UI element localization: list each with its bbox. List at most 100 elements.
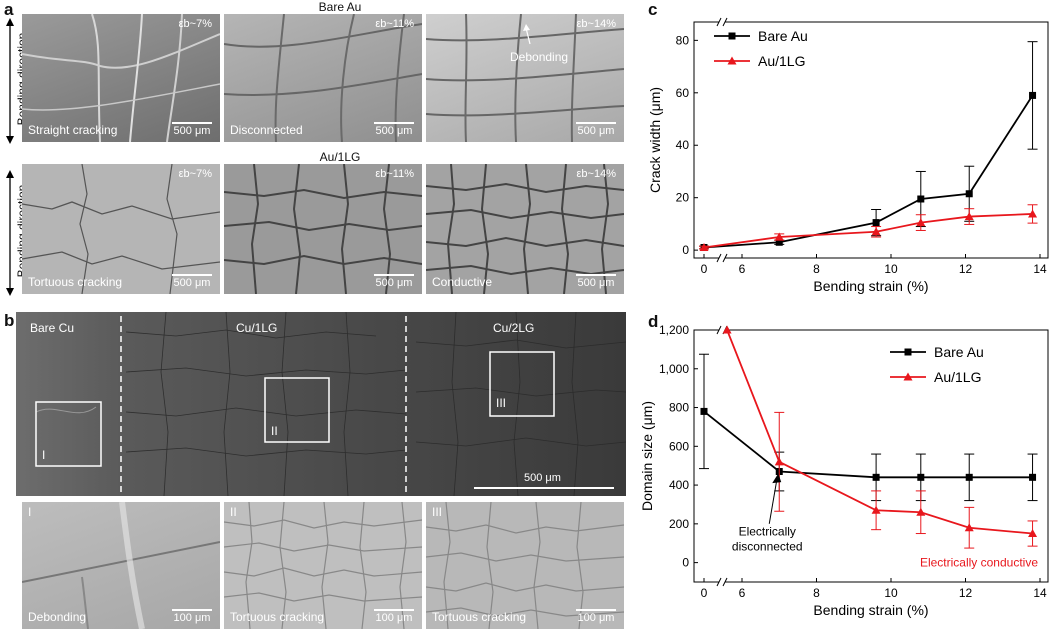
data-point-triangle xyxy=(722,325,732,334)
data-point-triangle xyxy=(699,243,709,252)
sem-inset-iii: III Tortuous cracking 100 μm xyxy=(426,502,624,629)
axis-break-mark xyxy=(722,17,728,27)
image-caption: Straight cracking xyxy=(28,123,118,137)
legend-marker-triangle xyxy=(903,372,913,381)
x-axis-label: Bending strain (%) xyxy=(813,602,928,618)
data-point-square xyxy=(872,219,880,227)
y-tick-label: 60 xyxy=(676,86,690,100)
sem-inset-i: I Debonding 100 μm xyxy=(22,502,220,629)
sem-image-au-1lg-14: εb~14% Conductive 500 μm xyxy=(426,164,624,294)
plot-frame xyxy=(693,329,1049,583)
y-tick-label: 200 xyxy=(669,517,689,531)
axis-break-mark xyxy=(716,17,722,27)
x-tick-label: 6 xyxy=(739,586,746,600)
sem-image-au-1lg-7: εb~7% Tortuous cracking 500 μm xyxy=(22,164,220,294)
panel-a-row1-title: Bare Au xyxy=(318,0,362,14)
axis-break-gap xyxy=(719,326,725,334)
data-point-triangle xyxy=(774,232,784,241)
legend-marker-triangle xyxy=(727,56,737,65)
scale-bar-label: 500 μm xyxy=(524,472,561,484)
data-point-square xyxy=(775,238,783,246)
x-tick-label: 12 xyxy=(959,586,973,600)
y-tick-label: 1,200 xyxy=(659,323,689,337)
scale-bar: 100 μm xyxy=(576,609,616,624)
strain-label: εb~11% xyxy=(375,18,414,30)
y-axis-label: Crack width (μm) xyxy=(647,87,663,193)
inset-caption: Tortuous cracking xyxy=(230,610,325,624)
chart-crack-width: 0 6 8 10 12 14 0 20 40 60 80 Bending strain (%) Crac… xyxy=(647,17,1049,294)
scale-bar: 100 μm xyxy=(172,609,212,624)
axis-break-mark xyxy=(722,577,728,587)
data-point-square xyxy=(872,473,880,481)
series-line-au-1lg xyxy=(726,330,1033,535)
y-tick-label: 600 xyxy=(669,439,689,453)
x-tick-label: 6 xyxy=(739,262,746,276)
data-point-triangle xyxy=(774,457,784,466)
data-point-triangle xyxy=(1028,209,1038,218)
y-tick-label: 0 xyxy=(682,556,689,570)
y-tick-label: 40 xyxy=(676,138,690,152)
scale-bar: 500 μm xyxy=(576,274,616,289)
chart-domain-size: 0 6 8 10 12 14 0 200 400 600 800 1,000 1,200 Bending … xyxy=(639,323,1049,618)
y-axis-label: Domain size (μm) xyxy=(639,401,655,511)
inset-caption: Tortuous cracking xyxy=(432,610,527,624)
x-tick-label: 10 xyxy=(884,262,898,276)
panel-b-letter: b xyxy=(4,311,15,330)
data-point-triangle xyxy=(871,505,881,514)
x-tick-label: 8 xyxy=(813,262,820,276)
bending-direction-arrow-bottom xyxy=(6,170,14,296)
x-tick-label: 10 xyxy=(884,586,898,600)
scale-bar: 500 μm xyxy=(374,274,414,289)
data-point-triangle xyxy=(1028,529,1038,538)
data-point-square xyxy=(965,473,973,481)
strain-label: εb~11% xyxy=(375,168,414,180)
x-axis-label: Bending strain (%) xyxy=(813,278,928,294)
data-point-square xyxy=(965,190,973,198)
data-point-square xyxy=(917,195,925,203)
x-tick-label: 8 xyxy=(813,586,820,600)
annotation-disconnected: Electrically disconnected xyxy=(732,525,803,554)
image-caption: Disconnected xyxy=(230,123,303,137)
box-label-ii: II xyxy=(271,424,278,438)
sem-image-bare-au-14: εb~14% Debonding 500 μm xyxy=(426,14,624,142)
legend-label: Au/1LG xyxy=(758,53,805,69)
sem-image-cu-overview: Bare Cu Cu/1LG Cu/2LG I II III 500 μm xyxy=(16,312,626,496)
x-tick-label: 14 xyxy=(1033,586,1047,600)
strain-label: εb~14% xyxy=(576,18,616,30)
region-label-cu-2lg: Cu/2LG xyxy=(493,321,535,335)
strain-label: εb~14% xyxy=(576,168,616,180)
sem-image-bare-au-11: εb~11% Disconnected 500 μm xyxy=(224,14,422,142)
inset-id: I xyxy=(28,505,32,519)
legend-marker-square xyxy=(904,348,912,356)
data-point-square xyxy=(1029,473,1037,481)
series-line-bare-au xyxy=(703,410,1033,479)
strain-label: εb~7% xyxy=(178,168,212,180)
data-point-square xyxy=(700,407,708,415)
y-tick-label: 20 xyxy=(676,191,690,205)
axis-break-mark xyxy=(716,325,722,335)
data-point-square xyxy=(1029,91,1037,99)
data-point-triangle xyxy=(964,212,974,221)
plot-frame xyxy=(693,21,1049,259)
data-point-triangle xyxy=(916,218,926,227)
bending-direction-arrow-top xyxy=(6,18,14,144)
legend-marker-square xyxy=(728,32,736,40)
axis-break-gap xyxy=(719,18,725,26)
axis-break-gap xyxy=(719,254,725,262)
panel-a-letter: a xyxy=(4,0,14,19)
panel-c-letter: c xyxy=(648,0,658,19)
series-line-bare-au xyxy=(703,94,1034,249)
sem-image-au-1lg-11: εb~11% 500 μm xyxy=(224,164,422,294)
annotation-conductive: Electrically conductive xyxy=(920,556,1038,570)
axis-break-mark xyxy=(716,577,722,587)
image-caption: Conductive xyxy=(432,275,493,289)
y-tick-label: 0 xyxy=(682,243,689,257)
annotation-arrow xyxy=(768,477,778,524)
legend-label: Au/1LG xyxy=(934,369,981,385)
data-point-triangle xyxy=(916,507,926,516)
y-tick-label: 80 xyxy=(676,33,690,47)
legend-label: Bare Au xyxy=(934,344,984,360)
y-tick-label: 1,000 xyxy=(659,362,689,376)
y-tick-label: 800 xyxy=(669,401,689,415)
y-tick-label: 400 xyxy=(669,478,689,492)
